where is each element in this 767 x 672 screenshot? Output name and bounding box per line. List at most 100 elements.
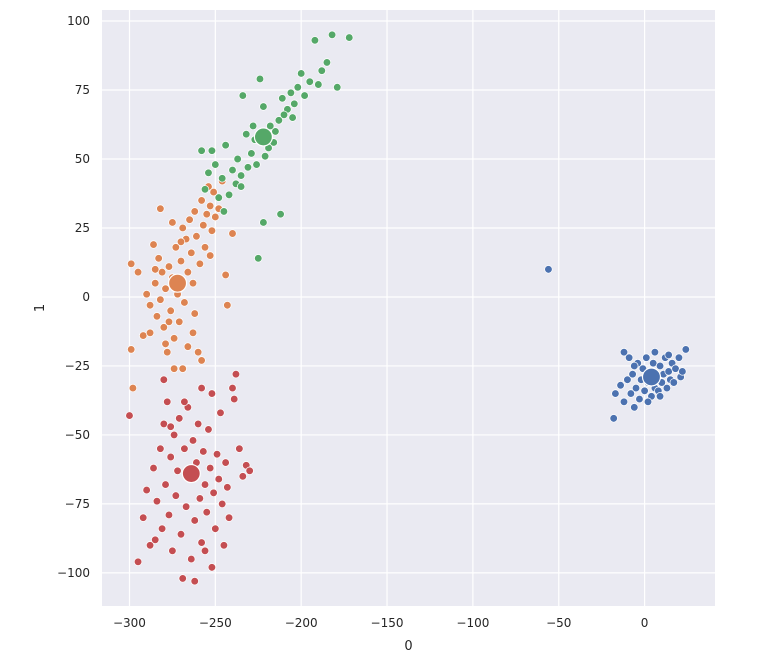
green-data-point (214, 193, 223, 202)
orange-data-point (175, 317, 184, 326)
red-data-point (224, 513, 234, 522)
blue-data-point (671, 364, 680, 373)
green-data-point (259, 218, 268, 227)
green-data-point (322, 58, 332, 67)
green-data-point (260, 152, 270, 161)
blue-data-point (642, 353, 651, 362)
red-data-point (180, 397, 189, 406)
orange-data-point (161, 284, 170, 293)
red-data-point (159, 375, 168, 384)
red-data-point (176, 530, 186, 539)
green-data-point (255, 74, 265, 84)
y-axis-label: 1 (33, 304, 48, 312)
orange-data-point (169, 334, 179, 343)
red-data-point (212, 450, 222, 459)
blue-data-point (623, 375, 632, 384)
orange-data-point (206, 251, 215, 260)
orange-data-point (211, 212, 220, 222)
green-data-point (200, 185, 210, 194)
x-axis-label: 0 (404, 639, 412, 654)
green-data-point (254, 254, 263, 263)
green-data-point (297, 69, 306, 78)
orange-data-point (145, 328, 155, 337)
red-data-point (164, 510, 174, 520)
green-data-point (252, 160, 261, 169)
green-data-point (300, 91, 309, 100)
red-data-point (157, 524, 167, 533)
orange-data-point (194, 347, 203, 357)
blue-data-point (655, 361, 665, 371)
blue-data-point (611, 389, 620, 398)
green-data-point (247, 149, 256, 158)
green-data-point (286, 88, 296, 97)
green-data-point (327, 30, 337, 39)
blue-data-point (631, 383, 641, 393)
orange-data-point (197, 196, 206, 205)
blue-data-point (619, 397, 629, 406)
blue-data-point (669, 378, 678, 387)
x-tick-label: 0 (641, 616, 649, 630)
red-data-point (142, 485, 151, 495)
red-data-point (152, 496, 162, 506)
red-data-point (204, 425, 213, 434)
green-data-point (219, 207, 229, 216)
orange-data-point (152, 312, 162, 321)
green-data-point (207, 146, 217, 155)
orange-data-point (156, 204, 165, 213)
orange-data-point (183, 342, 193, 351)
orange-data-point (164, 317, 174, 326)
orange-data-point (209, 187, 218, 197)
blue-data-point (664, 350, 673, 360)
green-data-point (278, 94, 287, 103)
red-data-point (223, 483, 232, 492)
orange-data-point (127, 345, 136, 354)
orange-data-point (176, 256, 186, 266)
plot-background (102, 10, 715, 606)
x-tick-label: −300 (113, 616, 146, 630)
red-data-point (171, 491, 180, 500)
blue-data-point (609, 414, 618, 423)
red-data-point (125, 411, 134, 420)
orange-data-point (197, 356, 206, 365)
red-data-point (166, 422, 175, 431)
blue-data-point (643, 397, 653, 406)
green-data-point (221, 141, 230, 150)
green-data-point (204, 168, 213, 177)
orange-data-point (199, 221, 208, 230)
orange-data-point (188, 279, 198, 288)
blue-data-point (650, 347, 660, 357)
orange-data-point (168, 218, 177, 227)
orange-data-point (145, 301, 155, 310)
red-data-point (168, 546, 177, 555)
orange-data-point (192, 232, 201, 241)
x-tick-label: −200 (285, 616, 318, 630)
blue-data-point (624, 353, 634, 362)
red-data-point (228, 383, 237, 393)
y-tick-label: −100 (57, 566, 90, 580)
red-data-point (200, 546, 210, 555)
red-data-point (180, 444, 189, 453)
blue-data-point (674, 353, 684, 362)
red-data-point (230, 394, 239, 404)
blue-centroid-point (641, 367, 662, 387)
red-data-point (238, 472, 247, 481)
orange-data-point (190, 207, 199, 216)
red-data-point (202, 508, 211, 517)
orange-data-point (161, 339, 170, 349)
green-data-point (314, 80, 323, 89)
cluster-centroids (167, 127, 662, 484)
green-data-point (238, 91, 247, 100)
tick-labels: −300 −250 −200 −150 −100 −50 0−100−75−50−25025… (57, 14, 648, 630)
red-data-point (163, 397, 172, 406)
orange-data-point (139, 331, 148, 340)
blue-data-point (544, 265, 553, 274)
blue-data-point (681, 345, 690, 354)
red-data-point (133, 557, 143, 567)
red-data-point (145, 541, 155, 550)
orange-data-point (188, 328, 198, 337)
orange-data-point (200, 243, 210, 252)
red-data-point (197, 383, 206, 393)
y-tick-label: 0 (82, 290, 90, 304)
blue-data-point (662, 383, 672, 393)
